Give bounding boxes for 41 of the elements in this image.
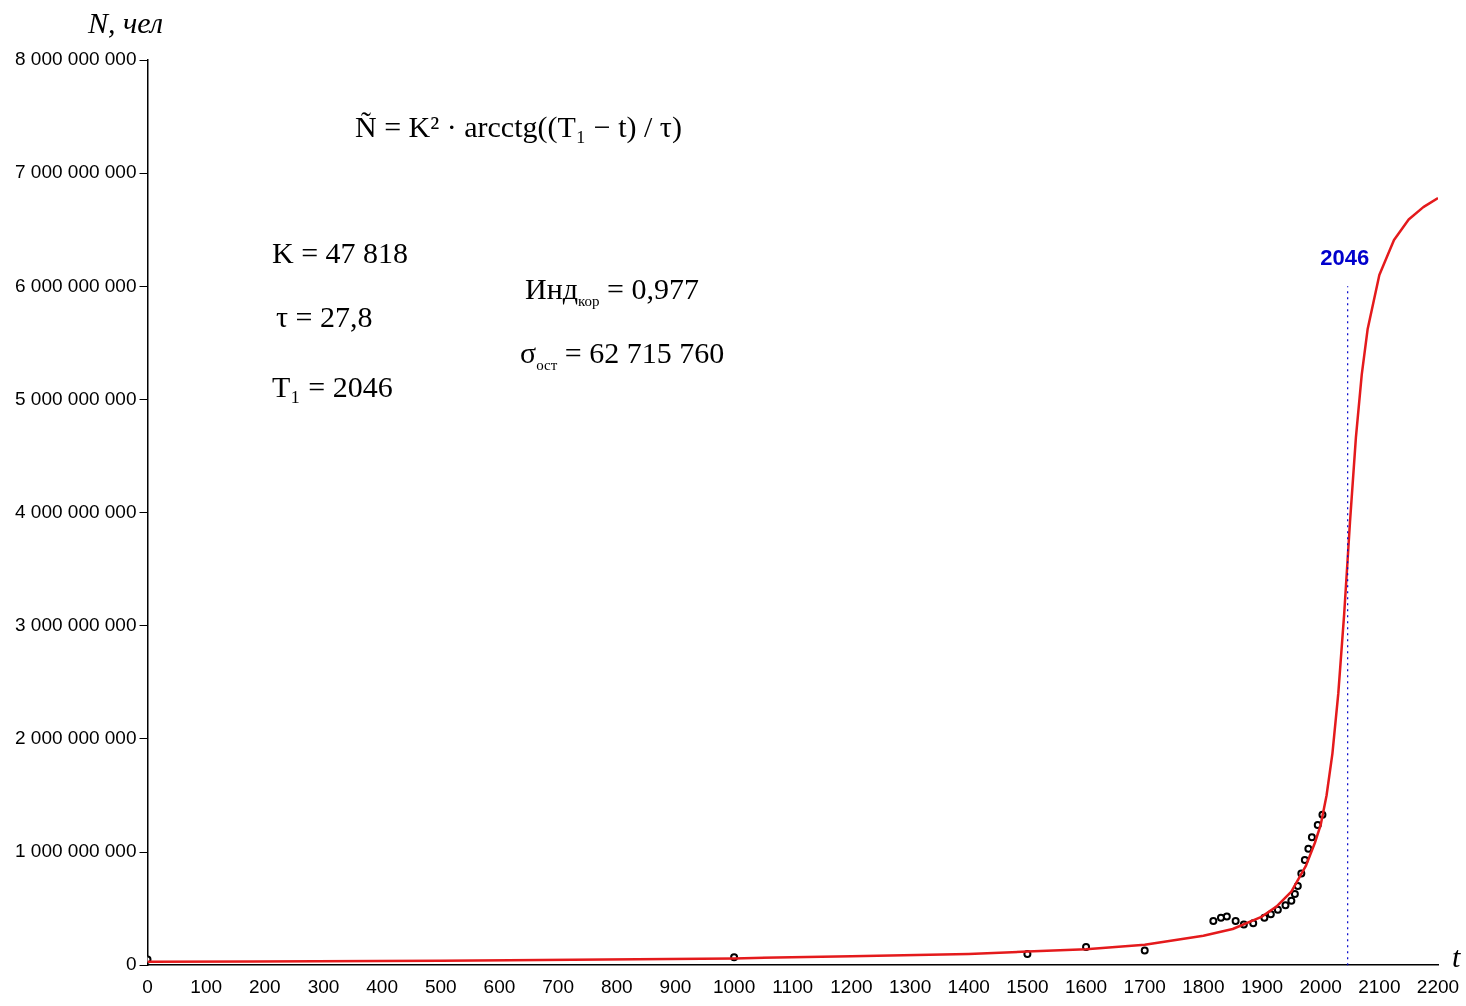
x-tick-label: 500 [424,975,457,997]
x-tick-label: 2000 [1299,975,1342,997]
annotation: Инд$_{кор}$ = 0,977 [525,272,699,310]
x-tick-label: 700 [542,975,574,997]
x-tick-label: 600 [483,975,516,997]
x-tick-label: 1300 [888,975,932,997]
y-tick-label: 5 000 000 000 [14,387,137,409]
x-tick-label: 100 [190,975,223,997]
x-tick-label: 2100 [1358,975,1401,997]
y-tick-label: 4 000 000 000 [14,500,137,522]
x-tick-label: 200 [248,975,281,997]
y-tick-label: 0 [125,953,137,975]
x-axis-title: t [1452,940,1461,974]
y-tick-label: 8 000 000 000 [14,48,137,70]
x-tick-label: 800 [600,975,633,997]
annotation: Ñ = K² · arcctg((T₁ − t) / τ) [355,110,682,144]
x-tick-label: 2200 [1416,975,1460,997]
annotation: τ = 27,8 [276,300,373,334]
x-tick-label: 1800 [1182,975,1225,997]
x-tick-label: 1900 [1240,975,1284,997]
x-tick-label: 300 [307,975,340,997]
x-tick-label: 900 [659,975,692,997]
x-tick-label: 1400 [947,975,990,997]
x-tick-label: 1700 [1123,975,1166,997]
y-tick-label: 7 000 000 000 [14,161,137,183]
y-axis-title: N, чел [88,6,163,40]
x-tick-label: 0 [142,975,153,997]
annotation: T₁ = 2046 [272,370,393,404]
annotation: K = 47 818 [272,236,409,270]
y-tick-label: 1 000 000 000 [14,840,137,862]
x-tick-label: 1000 [712,975,756,997]
x-tick-label: 1100 [772,975,814,997]
ref-line-label: 2046 [1320,245,1370,271]
y-tick-label: 6 000 000 000 [14,274,137,296]
x-tick-label: 1200 [830,975,873,997]
y-tick-label: 3 000 000 000 [14,613,137,635]
x-tick-label: 1500 [1006,975,1049,997]
y-tick-label: 2 000 000 000 [14,727,137,749]
x-tick-label: 1600 [1064,975,1108,997]
annotation: σ$_{ост}$ = 62 715 760 [520,336,725,374]
x-tick-label: 400 [366,975,398,997]
